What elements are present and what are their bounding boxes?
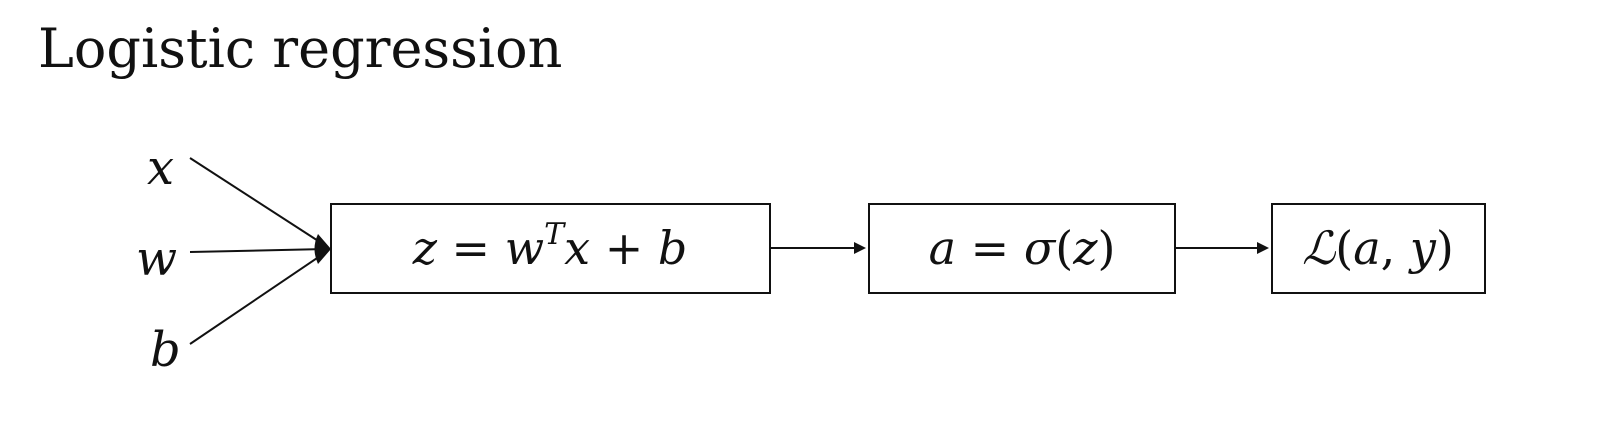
edge-w-to-linear xyxy=(189,248,327,253)
sigmoid-rparen: ) xyxy=(1097,221,1115,275)
sigmoid-sigma: σ xyxy=(1024,221,1057,275)
loss-rparen: ) xyxy=(1436,221,1454,275)
loss-lparen: ( xyxy=(1335,221,1353,275)
edge-b-to-linear xyxy=(189,251,327,345)
input-arrowhead xyxy=(314,234,331,264)
linear-z: z xyxy=(412,221,452,275)
linear-transpose: T xyxy=(544,217,566,252)
sigmoid-node-label: a = σ(z) xyxy=(929,221,1116,275)
linear-eq: = xyxy=(452,221,505,275)
edge-x-to-linear xyxy=(189,157,327,247)
loss-node-label: ℒ(a, y) xyxy=(1302,221,1454,275)
sigmoid-eq: = xyxy=(971,221,1024,275)
sigmoid-node-box xyxy=(868,203,1176,294)
page-title: Logistic regression xyxy=(38,17,563,80)
input-label-x: x xyxy=(147,140,174,196)
loss-script-l: ℒ xyxy=(1302,221,1336,275)
loss-comma: , xyxy=(1381,221,1410,275)
loss-a: a xyxy=(1353,221,1380,275)
linear-node-box xyxy=(330,203,771,294)
linear-node-label: z = wTx + b xyxy=(412,217,688,275)
sigmoid-a: a xyxy=(929,221,971,275)
sigmoid-z: z xyxy=(1072,221,1098,275)
input-label-w: w xyxy=(136,231,177,287)
sigmoid-lparen: ( xyxy=(1055,221,1073,275)
loss-y: y xyxy=(1408,221,1437,275)
input-label-b: b xyxy=(150,322,181,378)
linear-x: x xyxy=(564,221,605,275)
linear-b: b xyxy=(658,221,687,275)
loss-node-box xyxy=(1271,203,1486,294)
linear-plus: + xyxy=(605,221,658,275)
linear-w: w xyxy=(505,221,544,275)
